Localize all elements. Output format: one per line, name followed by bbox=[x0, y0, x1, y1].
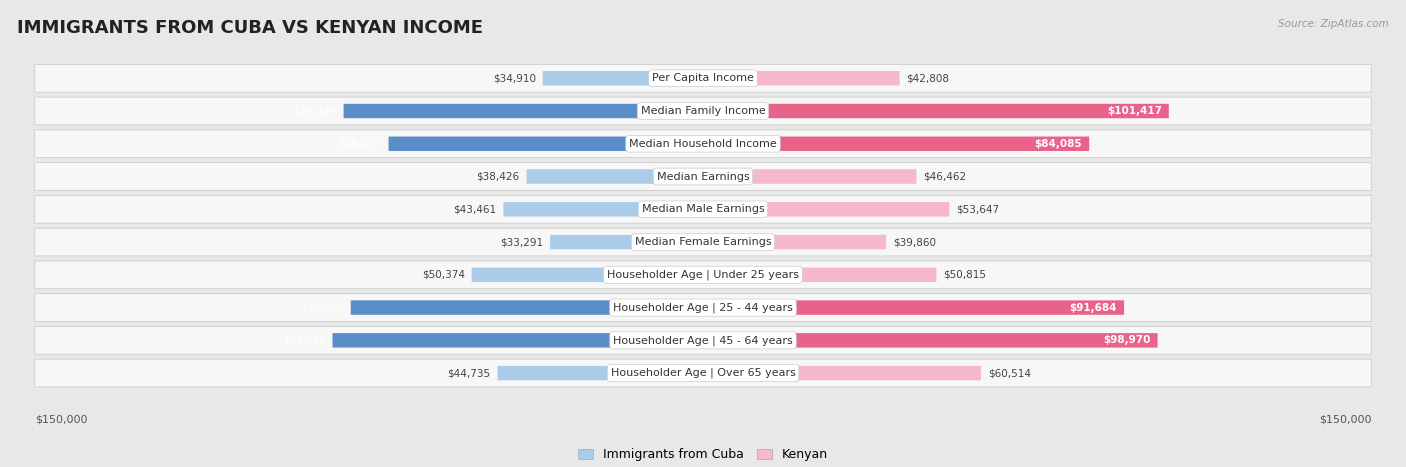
FancyBboxPatch shape bbox=[703, 300, 1125, 315]
FancyBboxPatch shape bbox=[550, 235, 703, 249]
FancyBboxPatch shape bbox=[498, 366, 703, 380]
Text: $46,462: $46,462 bbox=[924, 171, 966, 182]
Text: $50,815: $50,815 bbox=[943, 270, 986, 280]
Text: $50,374: $50,374 bbox=[422, 270, 465, 280]
FancyBboxPatch shape bbox=[35, 195, 1371, 223]
Text: Median Male Earnings: Median Male Earnings bbox=[641, 204, 765, 214]
FancyBboxPatch shape bbox=[35, 261, 1371, 289]
FancyBboxPatch shape bbox=[703, 71, 900, 85]
Text: $91,684: $91,684 bbox=[1070, 303, 1118, 312]
FancyBboxPatch shape bbox=[343, 104, 703, 118]
FancyBboxPatch shape bbox=[35, 326, 1371, 354]
Text: $150,000: $150,000 bbox=[1319, 415, 1371, 425]
Text: $60,514: $60,514 bbox=[988, 368, 1031, 378]
FancyBboxPatch shape bbox=[543, 71, 703, 85]
Text: $43,461: $43,461 bbox=[453, 204, 496, 214]
Text: $34,910: $34,910 bbox=[492, 73, 536, 83]
Text: $84,085: $84,085 bbox=[1035, 139, 1083, 149]
Legend: Immigrants from Cuba, Kenyan: Immigrants from Cuba, Kenyan bbox=[578, 448, 828, 461]
FancyBboxPatch shape bbox=[703, 170, 917, 184]
FancyBboxPatch shape bbox=[350, 300, 703, 315]
Text: $42,808: $42,808 bbox=[907, 73, 949, 83]
Text: IMMIGRANTS FROM CUBA VS KENYAN INCOME: IMMIGRANTS FROM CUBA VS KENYAN INCOME bbox=[17, 19, 482, 37]
Text: $33,291: $33,291 bbox=[501, 237, 543, 247]
Text: Median Female Earnings: Median Female Earnings bbox=[634, 237, 772, 247]
FancyBboxPatch shape bbox=[703, 202, 949, 217]
FancyBboxPatch shape bbox=[35, 130, 1371, 158]
FancyBboxPatch shape bbox=[503, 202, 703, 217]
FancyBboxPatch shape bbox=[526, 170, 703, 184]
Text: $68,461: $68,461 bbox=[339, 139, 381, 149]
Text: Householder Age | 25 - 44 years: Householder Age | 25 - 44 years bbox=[613, 302, 793, 313]
Text: $78,249: $78,249 bbox=[294, 106, 336, 116]
FancyBboxPatch shape bbox=[35, 64, 1371, 92]
Text: $53,647: $53,647 bbox=[956, 204, 1000, 214]
Text: Median Family Income: Median Family Income bbox=[641, 106, 765, 116]
Text: Source: ZipAtlas.com: Source: ZipAtlas.com bbox=[1278, 19, 1389, 28]
FancyBboxPatch shape bbox=[35, 359, 1371, 387]
Text: Householder Age | Under 25 years: Householder Age | Under 25 years bbox=[607, 269, 799, 280]
FancyBboxPatch shape bbox=[703, 235, 886, 249]
FancyBboxPatch shape bbox=[35, 163, 1371, 191]
Text: $80,662: $80,662 bbox=[283, 335, 326, 345]
Text: Median Earnings: Median Earnings bbox=[657, 171, 749, 182]
Text: $101,417: $101,417 bbox=[1107, 106, 1161, 116]
FancyBboxPatch shape bbox=[703, 333, 1157, 347]
Text: $98,970: $98,970 bbox=[1104, 335, 1150, 345]
Text: Median Household Income: Median Household Income bbox=[628, 139, 778, 149]
FancyBboxPatch shape bbox=[471, 268, 703, 282]
FancyBboxPatch shape bbox=[35, 294, 1371, 321]
FancyBboxPatch shape bbox=[35, 228, 1371, 256]
Text: $44,735: $44,735 bbox=[447, 368, 491, 378]
Text: $76,701: $76,701 bbox=[301, 303, 344, 312]
Text: Householder Age | 45 - 64 years: Householder Age | 45 - 64 years bbox=[613, 335, 793, 346]
FancyBboxPatch shape bbox=[388, 136, 703, 151]
FancyBboxPatch shape bbox=[703, 104, 1168, 118]
Text: Householder Age | Over 65 years: Householder Age | Over 65 years bbox=[610, 368, 796, 378]
FancyBboxPatch shape bbox=[703, 136, 1090, 151]
FancyBboxPatch shape bbox=[333, 333, 703, 347]
Text: Per Capita Income: Per Capita Income bbox=[652, 73, 754, 83]
Text: $38,426: $38,426 bbox=[477, 171, 520, 182]
Text: $150,000: $150,000 bbox=[35, 415, 87, 425]
FancyBboxPatch shape bbox=[35, 97, 1371, 125]
FancyBboxPatch shape bbox=[703, 366, 981, 380]
FancyBboxPatch shape bbox=[703, 268, 936, 282]
Text: $39,860: $39,860 bbox=[893, 237, 936, 247]
